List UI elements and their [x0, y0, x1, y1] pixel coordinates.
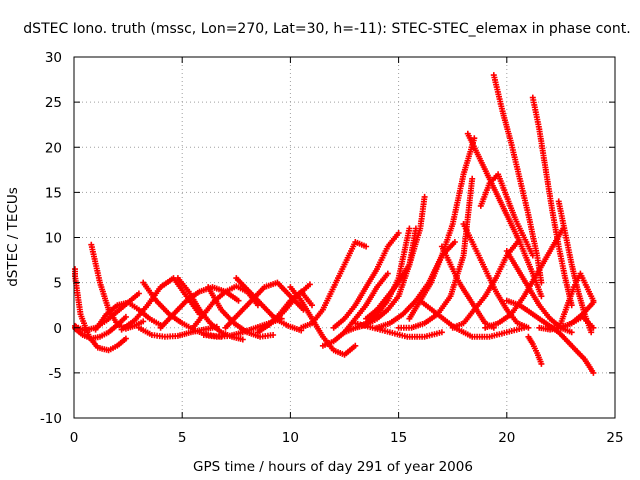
data-point: [140, 318, 147, 325]
series-43: [503, 297, 597, 376]
data-point: [538, 293, 545, 300]
series-4: [92, 299, 164, 333]
y-axis-label: dSTEC / TECUs: [5, 187, 21, 287]
series-10: [190, 283, 261, 331]
series-6: [135, 323, 220, 340]
x-tick-label: 5: [178, 430, 187, 446]
data-point: [306, 281, 313, 288]
data-point: [590, 297, 597, 304]
y-tick-label: 10: [45, 231, 62, 247]
data-point: [384, 270, 391, 277]
series-layer: [72, 72, 597, 376]
series-20: [330, 230, 402, 331]
data-point: [588, 329, 595, 336]
data-point: [239, 336, 246, 343]
y-tick-label: 5: [53, 276, 62, 292]
data-point: [525, 324, 532, 331]
series-18: [298, 239, 370, 331]
data-point: [538, 360, 545, 367]
series-41: [555, 198, 595, 336]
data-point: [590, 369, 597, 376]
x-tick-label: 10: [282, 430, 299, 446]
chart-title: dSTEC Iono. truth (mssc, Lon=270, Lat=30…: [23, 21, 630, 37]
data-point: [235, 297, 242, 304]
y-tick-label: 15: [45, 185, 62, 201]
series-24: [352, 320, 445, 340]
data-point: [568, 329, 575, 336]
data-point: [309, 302, 315, 309]
x-tick-label: 20: [498, 430, 515, 446]
x-tick-label: 25: [606, 430, 623, 446]
data-point: [352, 342, 359, 349]
data-point: [363, 243, 370, 250]
series-17: [287, 284, 359, 358]
series-19: [319, 270, 391, 349]
ticks: 0 5 10 15 20 25 -10 -5 0 5 10 15 20 25 30: [40, 50, 624, 446]
series-30: [449, 239, 521, 331]
series-31: [460, 221, 532, 331]
y-tick-label: -5: [49, 366, 62, 382]
series-16: [265, 288, 315, 328]
series-line: [506, 300, 594, 374]
x-axis-label: GPS time / hours of day 291 of year 2006: [193, 459, 473, 475]
x-tick-label: 0: [70, 430, 79, 446]
y-tick-label: -10: [40, 411, 62, 427]
series-38: [525, 333, 545, 367]
series-33: [477, 171, 536, 259]
data-point: [395, 230, 402, 236]
data-point: [406, 225, 413, 232]
data-point: [451, 239, 458, 245]
data-point: [538, 279, 545, 286]
data-point: [469, 175, 476, 182]
y-tick-label: 20: [45, 140, 62, 156]
y-tick-label: 0: [53, 321, 62, 337]
data-point: [438, 329, 445, 336]
x-tick-label: 15: [390, 430, 407, 446]
y-tick-label: 25: [45, 95, 62, 111]
data-point: [270, 332, 277, 338]
y-tick-label: 30: [45, 50, 62, 66]
data-point: [122, 335, 129, 342]
series-32: [464, 130, 545, 300]
series-36: [503, 248, 575, 336]
data-point: [122, 313, 129, 320]
data-point: [135, 290, 142, 297]
series-23: [363, 193, 428, 322]
data-point: [421, 193, 428, 200]
series-42: [557, 270, 597, 327]
series-1: [72, 313, 129, 342]
